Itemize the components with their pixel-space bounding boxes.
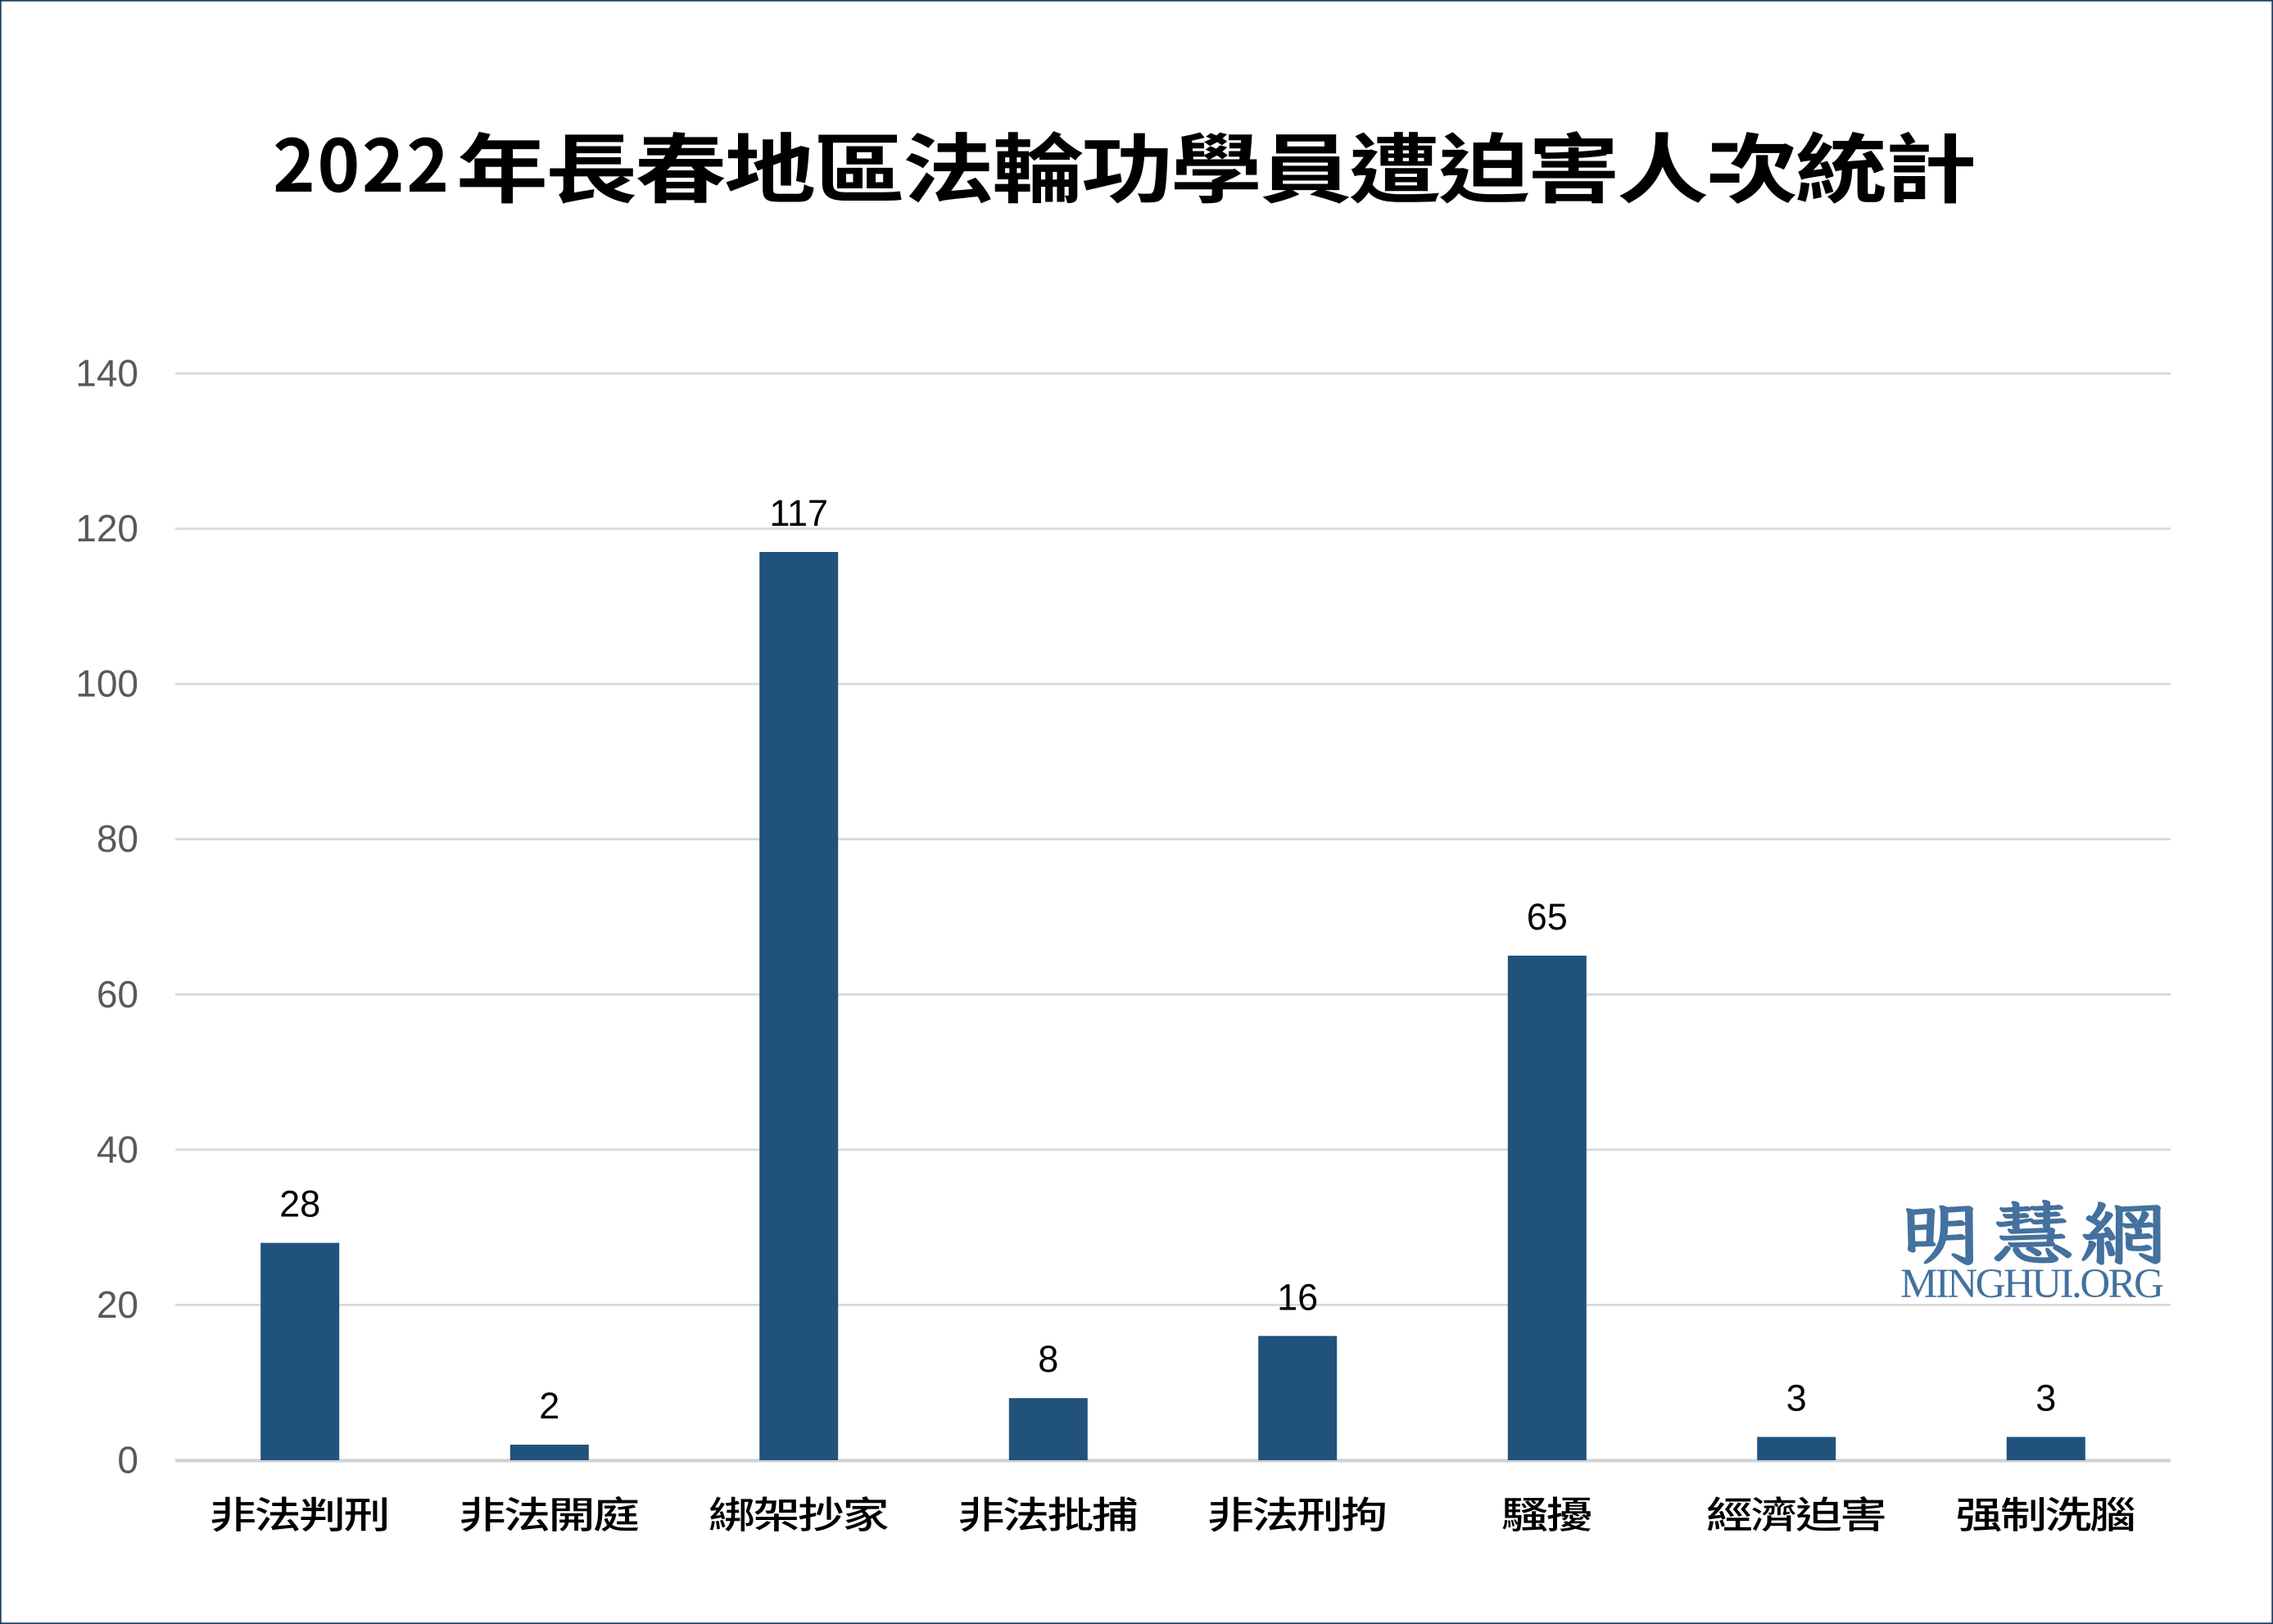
svg-text:140: 140 xyxy=(75,352,138,395)
svg-text:MINGHUI.ORG: MINGHUI.ORG xyxy=(1900,1261,2164,1307)
svg-text:20: 20 xyxy=(97,1283,138,1326)
svg-text:100: 100 xyxy=(75,663,138,705)
svg-text:80: 80 xyxy=(97,817,138,860)
svg-text:16: 16 xyxy=(1277,1276,1318,1318)
svg-text:117: 117 xyxy=(769,492,828,534)
svg-text:0: 0 xyxy=(117,1439,138,1482)
svg-text:40: 40 xyxy=(97,1128,138,1170)
svg-text:60: 60 xyxy=(97,973,138,1016)
svg-text:2: 2 xyxy=(539,1385,559,1427)
svg-text:3: 3 xyxy=(2035,1377,2056,1419)
svg-text:65: 65 xyxy=(1527,896,1568,938)
svg-text:28: 28 xyxy=(279,1183,320,1225)
svg-text:8: 8 xyxy=(1038,1338,1058,1380)
svg-text:3: 3 xyxy=(1786,1377,1807,1419)
svg-text:120: 120 xyxy=(75,507,138,550)
